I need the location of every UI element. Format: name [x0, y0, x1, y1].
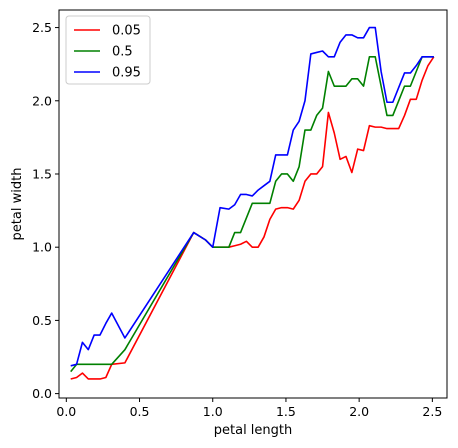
legend: 0.05 0.5 0.95: [65, 15, 151, 85]
series-line-1: [70, 56, 434, 373]
y-tick-label-4: 2.0: [32, 93, 52, 108]
y-tick-label-1: 0.5: [32, 313, 52, 328]
y-tick-label-2: 1.0: [32, 240, 52, 255]
legend-box: [65, 15, 151, 85]
series-line-2: [70, 26, 434, 367]
x-tick-label-4: 2.0: [349, 404, 369, 419]
x-axis-label: petal length: [214, 423, 293, 438]
y-tick-label-5: 2.5: [32, 20, 52, 35]
series-layer: [70, 26, 435, 380]
x-tick-label-1: 0.5: [130, 404, 150, 419]
series-line-0: [70, 56, 435, 380]
y-tick-label-3: 1.5: [32, 166, 52, 181]
x-tick-label-0: 0.0: [56, 404, 76, 419]
legend-label-1: 0.5: [112, 45, 133, 60]
y-tick-label-0: 0.0: [32, 386, 52, 401]
plot-frame: [58, 9, 448, 399]
x-tick-label-2: 1.0: [203, 404, 223, 419]
y-axis-label: petal width: [10, 168, 25, 241]
ticks-layer: 0.0 0.5 1.0 1.5 2.0 2.5 0.0 0.5 1.0 1.5 2.0 2.5: [32, 20, 442, 419]
legend-label-0: 0.05: [112, 24, 141, 39]
x-tick-label-3: 1.5: [276, 404, 296, 419]
x-tick-label-5: 2.5: [422, 404, 442, 419]
legend-label-2: 0.95: [112, 66, 141, 81]
